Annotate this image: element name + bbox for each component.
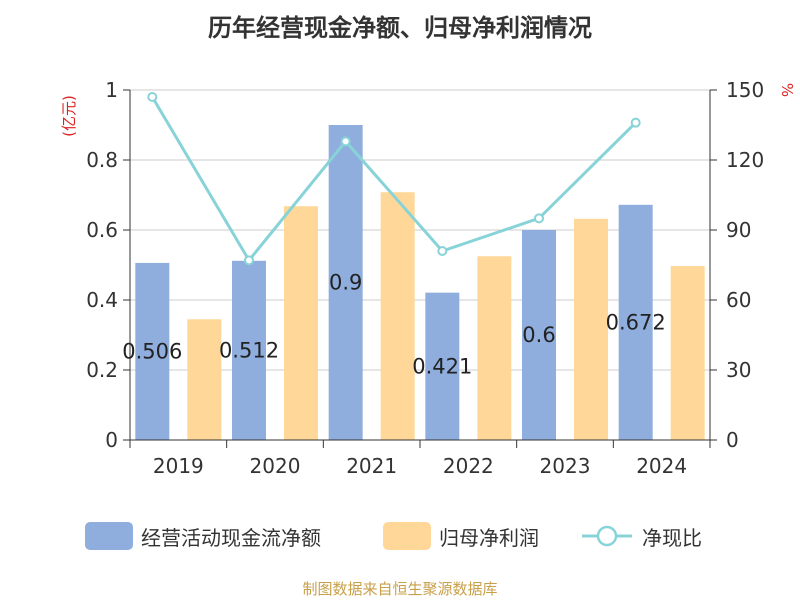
bar-net-profit — [574, 218, 608, 440]
legend: 经营活动现金流净额 归母净利润 净现比 — [0, 518, 800, 554]
legend-item-cash-flow[interactable]: 经营活动现金流净额 — [85, 518, 321, 554]
bar-cash-flow — [135, 262, 170, 440]
bar-net-profit — [670, 266, 705, 440]
left-tick-label: 0.6 — [86, 218, 118, 242]
legend-label-ratio: 净现比 — [642, 525, 702, 550]
left-tick-label: 0 — [105, 428, 118, 452]
ratio-point — [340, 136, 351, 147]
chart-plot: 0 0.2 0.4 0.6 0.8 1 0 30 60 90 120 150 2019 2020 2021 2… — [60, 78, 796, 478]
left-tick-label: 0.2 — [86, 358, 118, 382]
bar-cash-flow — [232, 260, 266, 440]
legend-label-cash-flow: 经营活动现金流净额 — [141, 525, 321, 550]
ratio-point — [534, 213, 544, 224]
x-tick-label: 2019 — [153, 454, 204, 478]
left-axis-unit: (亿元) — [60, 95, 78, 137]
bar-cash-flow — [618, 204, 653, 440]
x-tick-label: 2022 — [443, 454, 494, 478]
bar-data-label: 0.9 — [329, 271, 362, 295]
legend-item-ratio[interactable]: 净现比 — [580, 518, 702, 554]
bar-data-label: 0.672 — [606, 310, 666, 334]
ratio-point — [437, 246, 448, 256]
legend-label-net-profit: 归母净利润 — [439, 525, 539, 550]
source-note: 制图数据来自恒生聚源数据库 — [302, 580, 498, 598]
chart-title: 历年经营现金净额、归母净利润情况 — [208, 14, 592, 42]
right-tick-label: 0 — [726, 428, 739, 452]
x-tick-label: 2023 — [540, 454, 591, 478]
right-tick-label: 30 — [726, 358, 751, 382]
right-tick-label: 60 — [726, 288, 751, 312]
bar-data-label: 0.6 — [522, 323, 555, 347]
x-tick-label: 2020 — [250, 454, 301, 478]
left-tick-label: 0.8 — [86, 148, 118, 172]
legend-swatch-net-profit — [383, 522, 431, 550]
bar-data-label: 0.512 — [219, 338, 279, 362]
bar-cash-flow — [328, 125, 363, 440]
ratio-point — [147, 92, 158, 102]
bar-data-label: 0.421 — [412, 354, 472, 378]
legend-swatch-cash-flow — [85, 522, 133, 550]
x-tick-label: 2021 — [346, 454, 397, 478]
right-axis-unit: % — [778, 83, 796, 97]
bar-net-profit — [284, 206, 318, 440]
bar-cash-flow — [522, 230, 556, 440]
ratio-point — [244, 255, 254, 266]
right-tick-label: 120 — [726, 148, 764, 172]
legend-line-marker-icon — [582, 525, 632, 547]
left-tick-label: 0.4 — [86, 288, 118, 312]
x-tick-label: 2024 — [636, 454, 687, 478]
left-tick-label: 1 — [105, 78, 118, 102]
right-tick-label: 150 — [726, 78, 764, 102]
bar-data-label: 0.506 — [122, 339, 182, 363]
ratio-line — [151, 96, 637, 263]
bar-net-profit — [187, 319, 222, 440]
bar-net-profit — [380, 192, 415, 440]
right-tick-label: 90 — [726, 218, 751, 242]
ratio-point — [630, 117, 641, 128]
legend-item-net-profit[interactable]: 归母净利润 — [383, 518, 539, 554]
bar-net-profit — [477, 256, 512, 440]
bar-cash-flow — [425, 292, 460, 440]
